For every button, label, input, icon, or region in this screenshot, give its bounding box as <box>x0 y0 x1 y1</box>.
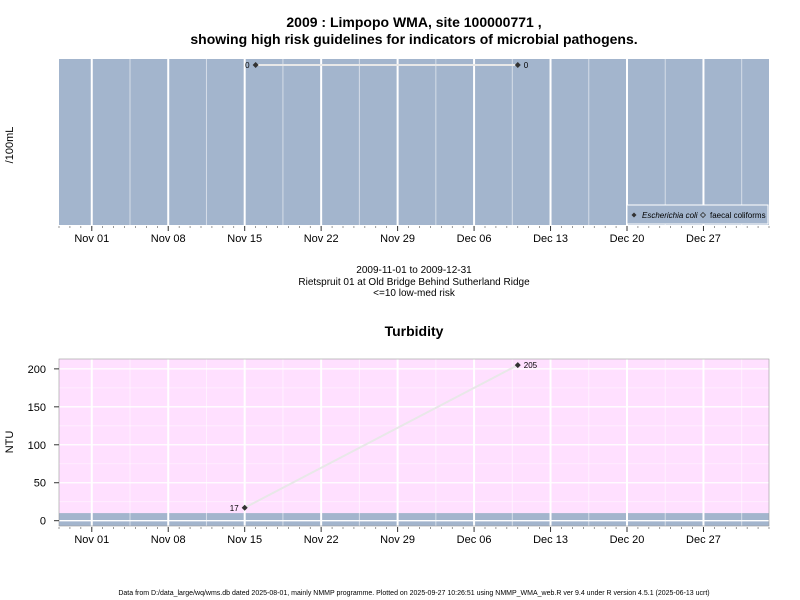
microbial-x-axis: Nov 01 Nov 08 Nov 15 Nov 22 Nov 29 Dec 06 Dec … <box>58 226 770 245</box>
turbidity-tick-label: Dec 06 <box>457 534 492 546</box>
turbidity-tick-label: Nov 01 <box>74 534 109 546</box>
turbidity-data-point <box>241 504 248 511</box>
turbidity-point-label: 205 <box>524 361 538 370</box>
microbial-tick-label: Nov 22 <box>304 233 339 245</box>
microbial-tick-label: Nov 08 <box>151 233 186 245</box>
legend-ecoli-label: Escherichia coli <box>642 211 698 220</box>
turbidity-y-tick-label: 50 <box>34 478 46 490</box>
data-source-footer: Data from D:/data_large/wq/wms.db dated … <box>118 590 709 597</box>
microbial-plot-background <box>59 59 769 225</box>
turbidity-tick-label: Nov 29 <box>380 534 415 546</box>
microbial-chart: Nov 01 Nov 08 Nov 15 Nov 22 Nov 29 Dec 06 Dec … <box>4 59 770 245</box>
ecoli-data-point <box>252 62 259 68</box>
ecoli-point-label: 0 <box>524 61 529 70</box>
turbidity-tick-label: Nov 08 <box>151 534 186 546</box>
microbial-tick-label: Nov 01 <box>74 233 109 245</box>
turbidity-plot-background <box>59 359 769 526</box>
legend-box <box>626 204 769 225</box>
turbidity-tick-label: Dec 27 <box>686 534 721 546</box>
microbial-tick-label: Dec 20 <box>610 233 645 245</box>
turbidity-tick-label: Nov 22 <box>304 534 339 546</box>
microbial-y-axis-label: /100mL <box>4 127 16 164</box>
date-range-text: 2009-11-01 to 2009-12-31 <box>356 265 472 276</box>
site-name-text: Rietspruit 01 at Old Bridge Behind Suthe… <box>298 277 530 288</box>
turbidity-risk-band <box>59 513 769 526</box>
turbidity-y-tick-label: 200 <box>28 364 46 376</box>
turbidity-panel-border <box>58 358 770 527</box>
figure-title-line1: 2009 : Limpopo WMA, site 100000771 , <box>286 14 541 30</box>
microbial-tick-label: Nov 15 <box>227 233 262 245</box>
turbidity-series: 17 205 <box>230 361 538 513</box>
microbial-tick-label: Dec 13 <box>533 233 568 245</box>
turbidity-y-tick-label: 0 <box>40 516 46 528</box>
turbidity-x-axis: Nov 01 Nov 08 Nov 15 Nov 22 Nov 29 Dec 06 Dec … <box>58 527 770 546</box>
turbidity-y-axis: 0 50 100 150 200 <box>28 364 59 528</box>
ecoli-data-point <box>514 62 521 68</box>
turbidity-y-axis-label: NTU <box>4 431 16 454</box>
turbidity-tick-label: Dec 20 <box>610 534 645 546</box>
ecoli-point-label: 0 <box>245 61 250 70</box>
turbidity-point-label: 17 <box>230 504 239 513</box>
turbidity-grid <box>58 358 770 527</box>
legend-ecoli-marker <box>631 212 637 218</box>
risk-note-text: <=10 low-med risk <box>373 288 456 299</box>
turbidity-tick-label: Dec 13 <box>533 534 568 546</box>
microbial-tick-label: Nov 29 <box>380 233 415 245</box>
microbial-legend: Escherichia coli faecal coliforms <box>626 204 769 225</box>
microbial-grid <box>90 59 743 225</box>
turbidity-y-tick-label: 150 <box>28 402 46 414</box>
turbidity-series-line <box>244 364 519 509</box>
microbial-tick-label: Dec 27 <box>686 233 721 245</box>
figure-title-line2: showing high risk guidelines for indicat… <box>190 31 637 47</box>
turbidity-data-point <box>514 362 521 369</box>
legend-faecal-label: faecal coliforms <box>710 211 766 220</box>
turbidity-tick-label: Nov 15 <box>227 534 262 546</box>
microbial-tick-label: Dec 06 <box>457 233 492 245</box>
turbidity-y-tick-label: 100 <box>28 440 46 452</box>
turbidity-title: Turbidity <box>385 323 444 339</box>
legend-faecal-marker <box>699 211 707 219</box>
